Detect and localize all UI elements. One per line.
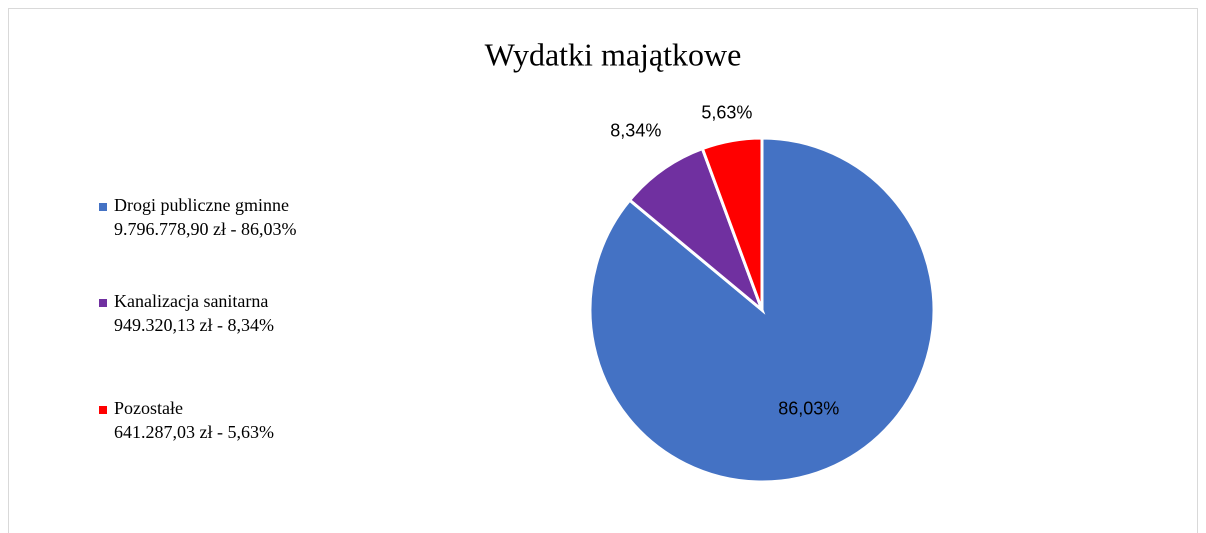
chart-frame bbox=[8, 8, 1198, 533]
legend-label: Drogi publiczne gminne bbox=[114, 195, 289, 215]
legend-detail: 9.796.778,90 zł - 86,03% bbox=[114, 219, 296, 239]
legend-detail: 949.320,13 zł - 8,34% bbox=[114, 315, 274, 335]
legend-detail: 641.287,03 zł - 5,63% bbox=[114, 422, 274, 442]
pie-slice bbox=[700, 136, 764, 311]
legend-swatch bbox=[99, 299, 107, 307]
legend-label: Kanalizacja sanitarna bbox=[114, 291, 268, 311]
data-label: 86,03% bbox=[778, 398, 839, 418]
data-label: 8,34% bbox=[610, 120, 661, 140]
legend-swatch bbox=[99, 203, 107, 211]
legend-swatch bbox=[99, 406, 107, 414]
data-label: 5,63% bbox=[701, 102, 752, 122]
chart-title: Wydatki majątkowe bbox=[485, 36, 742, 72]
legend-label: Pozostałe bbox=[114, 398, 183, 418]
pie-slice bbox=[627, 146, 766, 315]
